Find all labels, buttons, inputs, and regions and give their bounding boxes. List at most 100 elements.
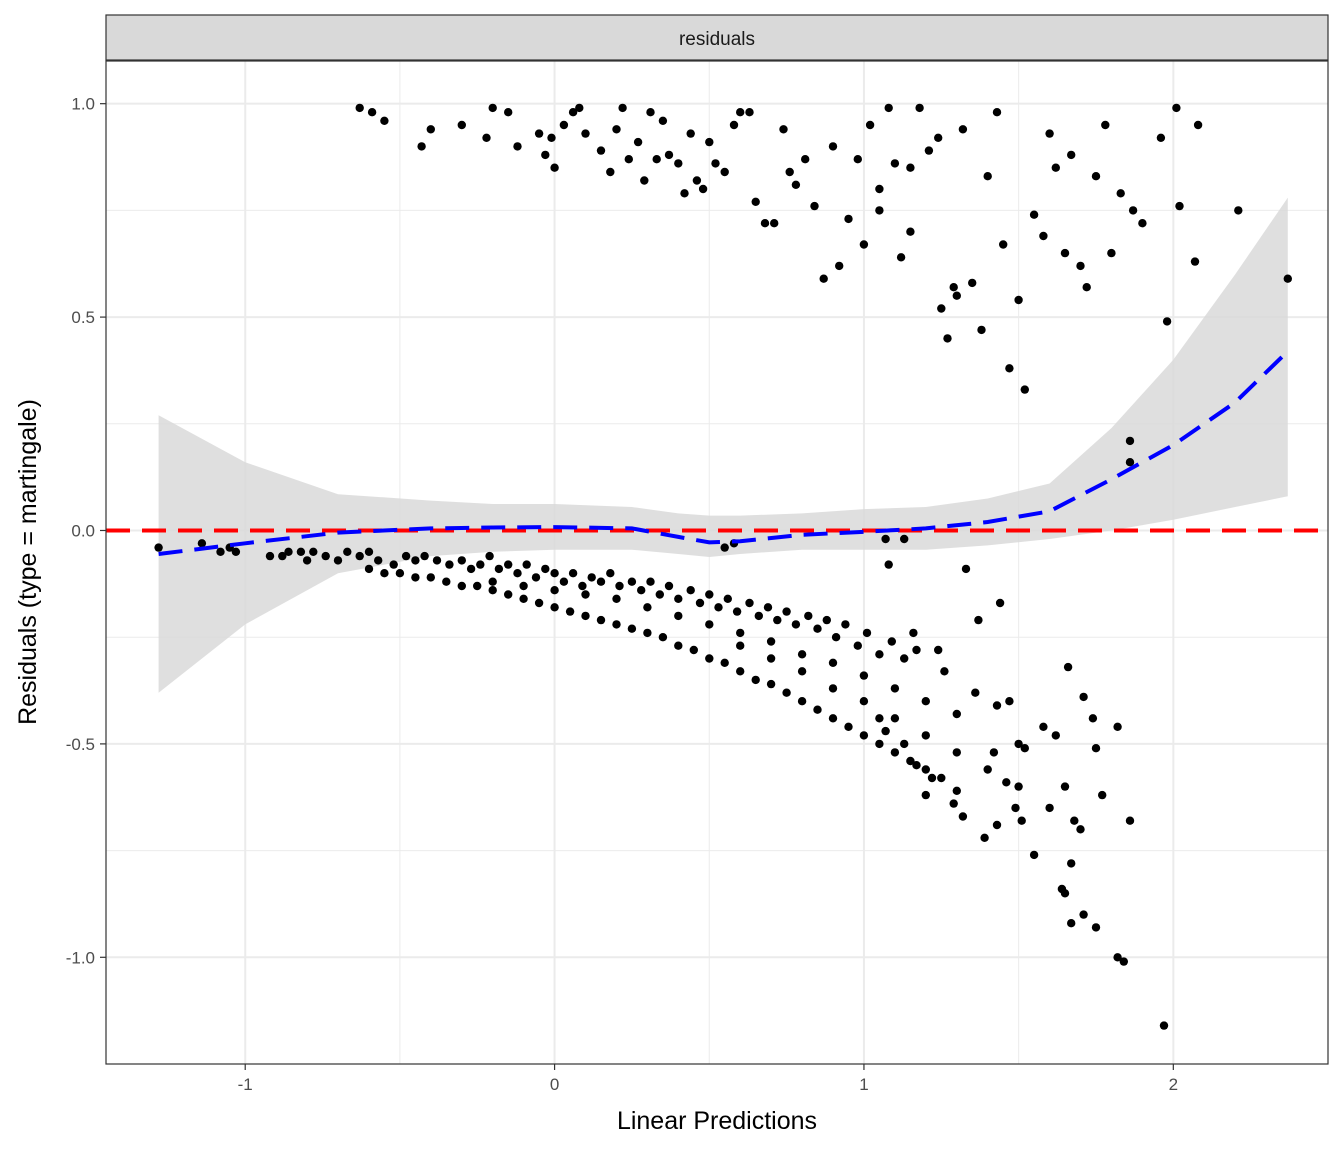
data-point xyxy=(1088,714,1098,723)
data-point xyxy=(1119,957,1129,966)
data-point xyxy=(943,334,952,343)
data-point xyxy=(875,739,884,749)
data-point xyxy=(1060,889,1070,898)
data-point xyxy=(231,547,241,556)
data-point xyxy=(862,628,872,638)
data-point xyxy=(705,620,714,629)
data-point xyxy=(1091,923,1101,932)
data-point xyxy=(1039,722,1048,731)
data-point xyxy=(633,137,643,147)
data-point xyxy=(646,108,655,117)
data-point xyxy=(457,581,466,591)
data-point xyxy=(900,654,909,663)
data-point xyxy=(674,159,683,168)
data-point xyxy=(720,167,729,177)
y-tick-label: -1.0 xyxy=(66,948,95,967)
data-point xyxy=(1020,744,1029,753)
data-point xyxy=(374,556,383,565)
data-point xyxy=(664,581,674,591)
data-point xyxy=(627,624,637,633)
data-point xyxy=(1067,150,1076,160)
data-point xyxy=(887,637,896,646)
data-point xyxy=(658,633,668,642)
data-point xyxy=(766,637,776,646)
data-point xyxy=(1045,803,1054,813)
data-point xyxy=(380,569,389,578)
data-point xyxy=(652,155,661,164)
reference-and-smooth-lines xyxy=(106,349,1328,556)
data-point xyxy=(921,697,930,706)
data-point xyxy=(627,577,637,586)
data-point xyxy=(819,274,828,283)
data-point xyxy=(618,103,627,113)
data-point xyxy=(1051,731,1061,740)
data-point xyxy=(720,543,729,552)
data-point xyxy=(476,560,485,569)
y-tick-label: 0.0 xyxy=(71,521,95,540)
data-point xyxy=(1070,816,1079,825)
y-tick-label: 0.5 xyxy=(71,308,95,327)
data-point xyxy=(1029,210,1039,219)
data-point xyxy=(921,765,930,774)
data-point xyxy=(606,167,615,177)
data-point xyxy=(519,594,528,603)
data-point xyxy=(531,573,541,582)
data-point xyxy=(364,564,374,574)
data-point xyxy=(1014,295,1023,305)
data-point xyxy=(884,560,893,569)
data-point xyxy=(504,590,513,599)
data-point xyxy=(859,240,869,249)
data-point xyxy=(705,590,714,599)
data-point xyxy=(1193,120,1203,130)
gridlines xyxy=(106,61,1328,1064)
data-point xyxy=(961,564,971,574)
data-point xyxy=(968,278,977,288)
data-point xyxy=(983,765,992,774)
data-point xyxy=(686,129,695,138)
data-point xyxy=(534,129,544,138)
data-point xyxy=(736,667,745,676)
data-point xyxy=(785,167,794,177)
data-point xyxy=(992,108,1002,117)
data-point xyxy=(1113,722,1122,731)
data-point xyxy=(906,756,915,766)
data-point xyxy=(1014,739,1023,749)
data-point xyxy=(664,150,674,160)
data-point xyxy=(482,133,491,142)
data-point xyxy=(488,103,497,113)
data-point xyxy=(751,197,760,206)
data-point xyxy=(504,108,513,117)
data-point xyxy=(302,556,312,565)
data-point xyxy=(488,577,497,586)
data-point xyxy=(853,641,862,650)
data-point xyxy=(1060,248,1070,258)
data-point xyxy=(578,581,587,591)
data-point xyxy=(865,120,875,130)
data-point xyxy=(782,607,791,616)
data-point xyxy=(791,620,801,629)
data-point xyxy=(940,667,949,676)
data-point xyxy=(760,219,770,228)
data-point xyxy=(1005,364,1014,373)
data-point xyxy=(401,551,411,561)
data-point xyxy=(779,125,788,134)
data-point xyxy=(1051,163,1061,172)
data-point xyxy=(426,125,435,134)
data-point xyxy=(655,590,664,599)
data-point xyxy=(915,103,924,113)
data-point xyxy=(810,201,819,211)
data-point xyxy=(831,633,841,642)
data-point xyxy=(432,556,442,565)
data-point xyxy=(859,697,869,706)
data-point xyxy=(770,219,779,228)
data-point xyxy=(934,645,943,655)
data-point xyxy=(643,603,652,612)
data-point xyxy=(797,697,807,706)
data-point xyxy=(1091,744,1101,753)
data-point xyxy=(559,120,569,130)
data-point xyxy=(411,573,420,582)
data-point xyxy=(550,586,559,595)
facet-strip xyxy=(105,14,1329,61)
data-point xyxy=(875,650,884,659)
data-point xyxy=(1002,778,1011,787)
